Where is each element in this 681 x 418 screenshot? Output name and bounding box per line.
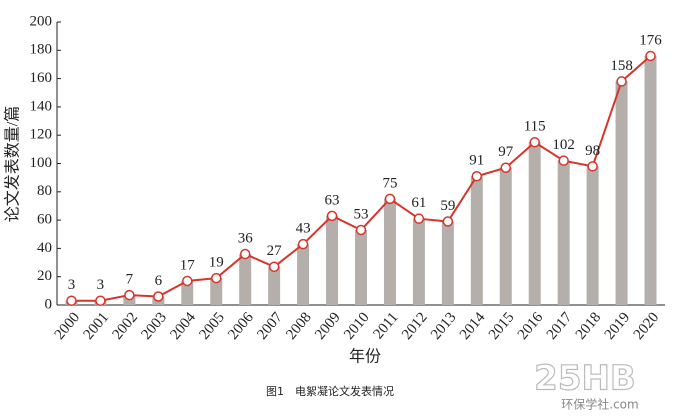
marker	[182, 275, 193, 287]
marker	[153, 291, 164, 302]
x-tick-label: 2009	[312, 309, 344, 342]
x-tick-label: 2007	[254, 309, 286, 343]
x-tick-label: 2003	[138, 309, 170, 342]
bar	[528, 142, 541, 305]
x-tick-label: 2012	[399, 309, 431, 342]
data-label: 53	[354, 206, 369, 222]
marker	[297, 238, 309, 250]
bar	[557, 160, 570, 305]
bar	[297, 244, 310, 305]
watermark-subtitle: 环保学社.com	[561, 397, 638, 412]
bar	[210, 278, 223, 305]
data-label: 115	[524, 119, 546, 135]
x-tick-label: 2005	[196, 309, 228, 342]
x-tick-label: 2019	[602, 309, 634, 342]
data-label: 43	[296, 221, 311, 237]
y-tick-label: 20	[37, 268, 52, 284]
x-tick-label: 2015	[486, 309, 518, 342]
bar	[470, 176, 483, 305]
marker	[645, 50, 656, 62]
data-label: 19	[209, 255, 224, 271]
x-tick-label: 2004	[167, 309, 199, 343]
x-tick-label: 2020	[631, 309, 663, 342]
y-tick-label: 40	[37, 240, 52, 256]
data-label: 97	[498, 144, 514, 160]
marker	[355, 224, 367, 236]
x-tick-label: 2001	[81, 309, 113, 342]
marker	[442, 216, 454, 227]
y-tick-label: 80	[37, 183, 52, 199]
data-label: 176	[639, 32, 662, 48]
bar	[615, 81, 628, 306]
y-tick-label: 100	[30, 155, 53, 171]
marker	[558, 155, 569, 166]
data-label: 59	[440, 198, 455, 214]
marker	[413, 213, 425, 224]
y-tick-label: 200	[30, 13, 53, 29]
marker	[384, 193, 396, 205]
bar	[326, 215, 339, 305]
x-tick-label: 2006	[225, 309, 257, 343]
data-label: 17	[180, 257, 196, 273]
y-tick-label: 0	[45, 296, 53, 312]
x-tick-label: 2000	[52, 309, 84, 342]
x-tick-label: 2010	[341, 309, 373, 342]
y-tick-label: 140	[30, 98, 53, 114]
x-tick-label: 2002	[110, 309, 142, 342]
x-tick-label: 2016	[515, 309, 547, 343]
marker	[210, 272, 222, 284]
marker	[529, 137, 540, 148]
bar	[441, 221, 454, 305]
x-tick-label: 2014	[457, 309, 489, 343]
marker	[471, 170, 483, 182]
data-label: 63	[325, 192, 340, 208]
data-label: 6	[155, 273, 163, 289]
bar	[383, 198, 396, 305]
data-label: 7	[126, 272, 134, 288]
marker	[66, 295, 77, 307]
bar	[412, 218, 425, 305]
bar	[586, 166, 599, 305]
y-tick-label: 120	[30, 127, 53, 143]
marker	[587, 161, 598, 172]
bar	[355, 230, 367, 305]
caption: 图1 电絮凝论文发表情况	[266, 384, 394, 398]
data-label: 27	[267, 243, 283, 259]
data-label: 102	[552, 137, 575, 153]
data-label: 3	[97, 277, 105, 293]
bar	[239, 254, 252, 305]
data-label: 98	[585, 143, 600, 159]
marker	[616, 76, 627, 87]
y-tick-label: 180	[30, 42, 53, 58]
y-tick-label: 160	[30, 70, 53, 86]
data-label: 61	[411, 195, 426, 211]
marker	[268, 261, 280, 273]
watermark: 25HB	[534, 359, 636, 399]
marker	[326, 210, 338, 222]
y-axis-title: 论文发表数量/篇	[4, 106, 22, 222]
data-label: 36	[238, 230, 254, 246]
x-tick-label: 2011	[370, 309, 401, 342]
y-tick-label: 60	[37, 212, 52, 228]
x-axis-title: 年份	[349, 348, 381, 366]
bar	[644, 55, 657, 306]
data-label: 91	[469, 153, 484, 169]
x-tick-label: 2013	[428, 309, 460, 342]
marker	[239, 248, 251, 260]
marker	[500, 162, 512, 173]
bar	[268, 266, 281, 305]
x-tick-label: 2008	[283, 309, 315, 342]
data-label: 3	[68, 277, 76, 293]
x-tick-label: 2017	[544, 309, 576, 343]
data-label: 75	[382, 175, 397, 191]
bar	[499, 167, 512, 305]
bar	[181, 280, 194, 305]
data-label: 158	[610, 58, 633, 74]
marker	[95, 295, 106, 307]
x-tick-label: 2018	[573, 309, 605, 342]
marker	[124, 289, 135, 301]
